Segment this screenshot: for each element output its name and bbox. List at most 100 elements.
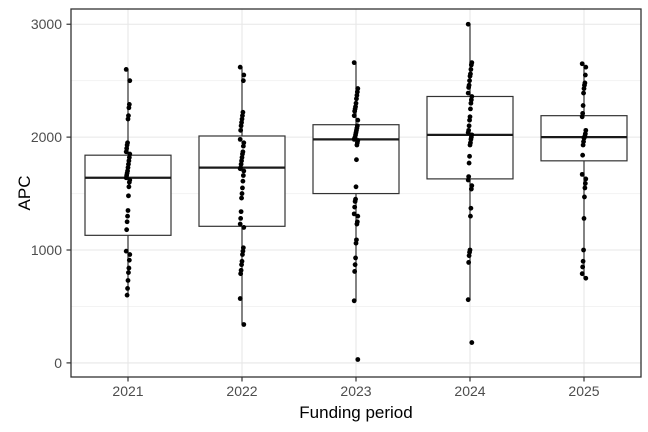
data-point-2021	[127, 78, 133, 84]
data-point-2021	[123, 248, 129, 254]
data-point-2021	[126, 193, 131, 199]
data-point-2025	[582, 194, 587, 200]
data-point-2025	[580, 152, 586, 158]
data-point-2025	[581, 247, 586, 253]
data-point-2021	[124, 219, 130, 225]
data-point-2024	[465, 21, 471, 27]
data-point-2021	[126, 105, 132, 111]
x-tick-label: 2025	[568, 383, 599, 399]
data-point-2024	[465, 297, 471, 303]
data-point-2022	[241, 225, 247, 230]
data-point-2022	[240, 78, 246, 84]
data-point-2022	[237, 136, 243, 142]
data-point-2022	[240, 178, 246, 184]
data-point-2024	[467, 153, 472, 159]
data-point-2024	[468, 205, 474, 211]
x-axis-title: Funding period	[299, 403, 413, 422]
data-point-2023	[351, 298, 357, 304]
x-tick-label: 2023	[340, 383, 371, 399]
data-point-2025	[580, 103, 586, 108]
data-point-2022	[240, 252, 245, 257]
data-point-2023	[352, 262, 358, 268]
data-point-2024	[467, 117, 472, 123]
data-point-2021	[123, 175, 129, 181]
data-point-2024	[466, 123, 472, 129]
data-point-2022	[239, 191, 245, 196]
data-point-2025	[582, 72, 588, 78]
data-point-2021	[126, 179, 132, 185]
data-point-2025	[582, 181, 588, 186]
y-tick-label: 3000	[31, 16, 62, 32]
data-point-2021	[125, 278, 131, 283]
data-point-2021	[124, 227, 130, 233]
data-point-2022	[238, 123, 244, 129]
data-point-2023	[352, 108, 358, 114]
data-point-2022	[239, 195, 244, 201]
data-point-2022	[238, 215, 244, 221]
data-point-2024	[466, 253, 472, 259]
data-point-2024	[469, 340, 475, 345]
data-point-2023	[353, 240, 359, 246]
data-point-2025	[580, 142, 586, 148]
data-point-2021	[124, 292, 130, 298]
data-point-2021	[126, 270, 131, 275]
data-point-2025	[579, 114, 585, 120]
data-point-2025	[581, 86, 587, 91]
data-point-2024	[468, 213, 473, 219]
data-point-2025	[579, 271, 585, 277]
data-point-2024	[467, 78, 472, 84]
data-point-2021	[123, 149, 129, 155]
data-point-2022	[240, 143, 246, 149]
data-point-2022	[241, 168, 247, 174]
data-point-2025	[583, 64, 589, 70]
data-point-2025	[583, 275, 589, 281]
data-point-2021	[126, 257, 132, 263]
data-point-2023	[351, 113, 357, 119]
data-point-2023	[353, 184, 359, 190]
data-point-2023	[354, 157, 359, 163]
data-point-2023	[354, 96, 359, 102]
data-point-2023	[354, 221, 360, 227]
data-point-2025	[583, 176, 589, 182]
data-point-2021	[125, 213, 130, 219]
x-tick-label: 2022	[226, 383, 257, 399]
y-tick-label: 0	[54, 355, 62, 371]
data-point-2022	[237, 221, 243, 227]
data-point-2024	[466, 260, 472, 265]
data-point-2023	[352, 199, 358, 204]
data-point-2024	[468, 106, 473, 112]
data-point-2023	[352, 269, 358, 274]
data-point-2022	[240, 185, 245, 191]
data-point-2021	[127, 252, 133, 257]
data-point-2025	[580, 258, 586, 264]
data-point-2022	[237, 166, 243, 172]
data-point-2025	[579, 171, 585, 177]
data-point-2022	[238, 209, 244, 215]
data-point-2021	[126, 265, 132, 271]
data-point-2022	[239, 262, 244, 268]
data-point-2022	[240, 173, 246, 178]
data-point-2022	[241, 72, 247, 78]
data-point-2025	[582, 185, 588, 191]
y-tick-label: 1000	[31, 242, 62, 258]
data-point-2023	[355, 117, 361, 123]
data-point-2022	[237, 296, 243, 301]
data-point-2024	[468, 186, 474, 192]
y-tick-label: 2000	[31, 129, 62, 145]
data-point-2023	[354, 142, 360, 148]
data-point-2023	[355, 213, 361, 219]
data-point-2024	[465, 177, 471, 183]
data-point-2022	[238, 127, 244, 133]
data-point-2023	[352, 204, 358, 210]
data-point-2024	[468, 66, 474, 72]
data-point-2021	[126, 184, 132, 190]
data-point-2024	[468, 62, 474, 68]
data-point-2025	[579, 61, 585, 67]
data-point-2022	[237, 64, 243, 70]
data-point-2021	[125, 116, 131, 122]
data-point-2024	[465, 130, 471, 136]
data-point-2023	[351, 60, 357, 66]
y-axis-title: APC	[15, 175, 34, 211]
